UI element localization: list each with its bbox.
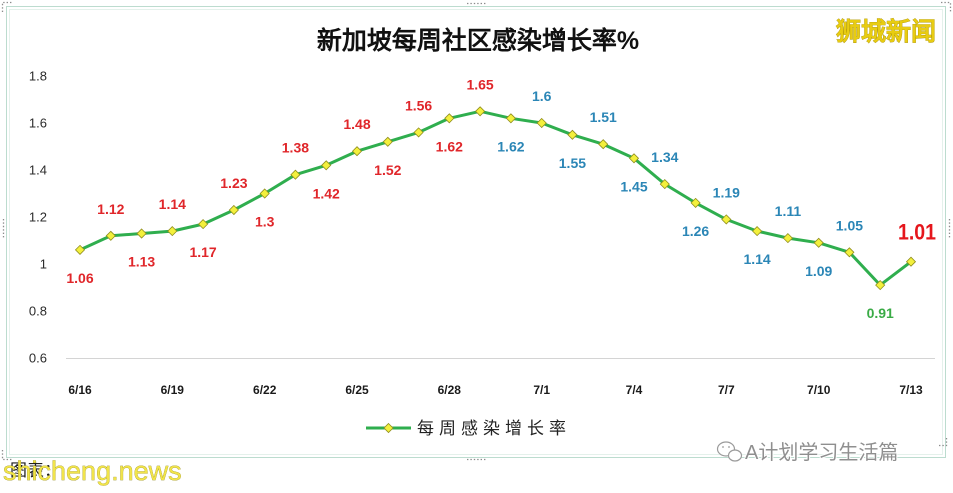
wechat-icon-eye xyxy=(728,446,730,448)
data-point xyxy=(167,226,178,237)
data-label: 1.13 xyxy=(128,254,155,270)
data-label: 1.3 xyxy=(255,214,275,230)
x-tick-label: 7/4 xyxy=(626,383,643,397)
y-tick-label: 1 xyxy=(40,257,47,272)
x-tick-label: 6/22 xyxy=(253,383,277,397)
data-label: 1.34 xyxy=(651,149,678,165)
data-label: 1.19 xyxy=(713,184,740,200)
x-tick-label: 6/16 xyxy=(68,383,92,397)
data-point xyxy=(259,188,270,199)
wechat-account-name: A计划学习生活篇 xyxy=(745,441,898,464)
y-tick-label: 1.2 xyxy=(29,210,47,225)
wechat-icon-bubble-small xyxy=(727,449,743,462)
caption-label: 图表： xyxy=(10,461,61,480)
data-point xyxy=(536,117,547,129)
data-label: 1.52 xyxy=(374,162,401,178)
data-point xyxy=(505,113,516,124)
data-label: 1.65 xyxy=(466,76,493,92)
data-label: 1.17 xyxy=(189,244,216,260)
x-tick-label: 6/19 xyxy=(161,383,185,397)
x-tick-label: 7/1 xyxy=(533,383,550,397)
data-point xyxy=(228,204,239,216)
y-tick-label: 0.8 xyxy=(29,304,47,319)
x-tick-label: 7/13 xyxy=(899,383,923,397)
data-label: 0.91 xyxy=(867,305,894,321)
data-point xyxy=(567,129,578,140)
data-label: 1.23 xyxy=(220,175,247,191)
data-point xyxy=(105,230,116,241)
data-label: 1.48 xyxy=(343,116,370,132)
legend: 每周感染增长率 xyxy=(366,419,571,438)
data-point xyxy=(475,106,486,117)
data-label: 1.62 xyxy=(436,138,463,154)
data-label: 1.06 xyxy=(66,270,93,286)
data-point xyxy=(598,139,609,150)
data-point xyxy=(290,169,301,180)
data-label: 1.12 xyxy=(97,201,124,217)
y-axis: 0.6 0.8 1 1.2 1.4 1.6 1.8 xyxy=(29,69,47,366)
wechat-icon-eye xyxy=(722,446,724,448)
data-label: 1.42 xyxy=(313,185,340,201)
data-point xyxy=(752,226,763,237)
data-labels: 1.06 1.12 1.13 1.14 1.17 1.23 1.3 1.38 1.42 1.48 1… xyxy=(66,76,936,321)
y-tick-label: 1.6 xyxy=(29,116,47,131)
data-point xyxy=(721,214,732,225)
data-label: 1.38 xyxy=(282,140,309,156)
legend-label: 每周感染增长率 xyxy=(417,419,571,438)
legend-marker xyxy=(383,422,394,434)
y-tick-label: 0.6 xyxy=(29,351,47,366)
data-label: 1.55 xyxy=(559,155,586,171)
data-point xyxy=(198,219,209,230)
data-label: 1.11 xyxy=(775,203,802,219)
data-point xyxy=(905,256,917,267)
data-point xyxy=(628,153,640,164)
data-point xyxy=(782,233,793,244)
x-tick-label: 6/28 xyxy=(438,383,462,397)
data-point xyxy=(844,247,855,258)
wechat-attribution: A计划学习生活篇 xyxy=(716,440,899,465)
data-label: 1.26 xyxy=(682,223,709,239)
data-label: 1.01 xyxy=(898,220,936,245)
resize-handles xyxy=(1,1,952,461)
data-point xyxy=(351,146,363,157)
y-tick-label: 1.8 xyxy=(29,69,47,84)
resize-handle-bottom-right xyxy=(939,436,948,447)
data-point xyxy=(382,136,393,147)
brand-logo-text: 狮城新闻 xyxy=(836,17,936,46)
data-label: 1.51 xyxy=(590,109,617,125)
series-line xyxy=(78,109,913,287)
data-label: 1.05 xyxy=(836,217,863,233)
data-point xyxy=(74,244,86,255)
data-label: 1.45 xyxy=(620,178,647,194)
wechat-icon xyxy=(716,441,743,462)
data-label: 1.6 xyxy=(532,88,552,104)
data-point xyxy=(321,160,332,171)
x-axis: 6/16 6/19 6/22 6/25 6/28 7/1 7/4 7/7 7/10 7/13 xyxy=(68,383,923,397)
chart-frame-inner xyxy=(9,9,943,455)
data-point xyxy=(413,127,424,138)
chart-title: 新加坡每周社区感染增长率% xyxy=(317,26,639,55)
y-tick-label: 1.4 xyxy=(29,163,47,178)
data-point xyxy=(875,280,886,291)
x-tick-label: 6/25 xyxy=(345,383,369,397)
data-point xyxy=(813,237,824,248)
data-label: 1.14 xyxy=(159,196,186,212)
watermark-text: shicheng.news xyxy=(3,456,182,486)
x-tick-label: 7/10 xyxy=(807,383,831,397)
data-label: 1.14 xyxy=(743,251,770,267)
data-point xyxy=(659,179,670,190)
x-tick-label: 7/7 xyxy=(718,383,735,397)
data-label: 1.09 xyxy=(805,263,832,279)
data-label: 1.62 xyxy=(497,138,524,154)
data-point xyxy=(136,228,147,239)
data-label: 1.56 xyxy=(405,97,432,113)
data-point xyxy=(690,197,701,208)
data-point xyxy=(444,113,455,124)
plot-area xyxy=(74,106,917,291)
